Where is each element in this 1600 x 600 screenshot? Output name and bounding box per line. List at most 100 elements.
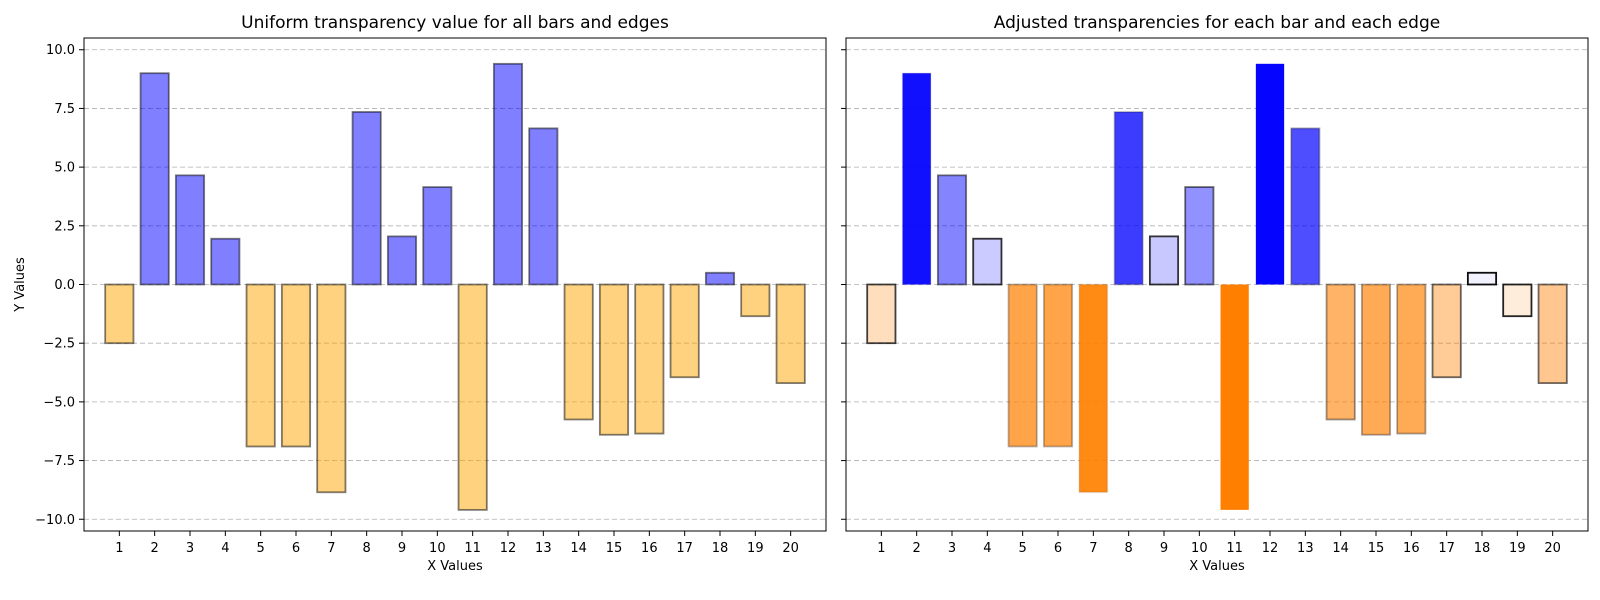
chart-right: 1 2 3 4 5 6 7 8 9 10 11 12 13 14 15 16 17 18 19 20 Adjusted…	[841, 13, 1589, 574]
x-tick-label-left: 12	[500, 541, 517, 556]
bar-left-9	[386, 235, 418, 286]
y-ticks-right	[841, 49, 846, 520]
x-tick-label-right: 12	[1262, 541, 1279, 556]
x-ticks-right: 1 2 3 4 5 6 7 8 9 10 11 12 13 14 15 16 17 18 19 20	[877, 531, 1561, 556]
x-tick-label-left: 8	[363, 541, 371, 556]
x-tick-label-right: 17	[1438, 541, 1455, 556]
x-tick-label-left: 2	[151, 541, 159, 556]
chart-title-left: Uniform transparency value for all bars …	[241, 13, 669, 33]
x-tick-label-left: 14	[570, 541, 587, 556]
x-tick-label-right: 10	[1191, 541, 1208, 556]
x-tick-label-right: 19	[1509, 541, 1526, 556]
x-tick-label-left: 9	[398, 541, 406, 556]
bar-left-8	[351, 111, 382, 286]
x-tick-label-left: 11	[464, 541, 481, 556]
bar-left-13	[528, 127, 559, 286]
x-tick-label-left: 3	[186, 541, 194, 556]
bar-left-20	[775, 283, 806, 384]
bar-left-10	[422, 186, 453, 286]
x-tick-label-right: 16	[1403, 541, 1420, 556]
x-tick-label-right: 18	[1474, 541, 1491, 556]
x-tick-label-right: 8	[1125, 541, 1133, 556]
bar-left-12	[492, 62, 524, 286]
y-tick-label-left: 5.0	[54, 161, 75, 176]
x-tick-label-left: 18	[712, 541, 729, 556]
bar-right-5	[1007, 283, 1038, 448]
bar-left-11	[457, 283, 488, 511]
bar-left-3	[174, 174, 206, 286]
bar-right-19	[1502, 283, 1533, 318]
bar-right-7	[1078, 283, 1109, 494]
bar-right-17	[1431, 283, 1462, 379]
bar-right-16	[1396, 283, 1427, 435]
x-tick-label-left: 4	[221, 541, 229, 556]
grid-lines-left	[84, 49, 826, 520]
y-ticks-left: −10.0 −7.5 −5.0 −2.5 0.0 2.5 5.0 7.5 10.0	[35, 43, 84, 528]
bar-right-14	[1325, 283, 1356, 421]
x-tick-label-left: 17	[676, 541, 693, 556]
bar-right-2	[901, 72, 932, 286]
x-tick-label-right: 2	[913, 541, 921, 556]
bar-left-4	[210, 237, 241, 286]
x-tick-label-right: 6	[1054, 541, 1062, 556]
bar-left-14	[563, 283, 594, 421]
x-ticks-left: 1 2 3 4 5 6 7 8 9 10 11 12 13 14 15 16 17 18 19 20	[115, 531, 799, 556]
x-tick-label-right: 9	[1160, 541, 1168, 556]
bar-left-2	[139, 72, 170, 286]
y-tick-label-left: 10.0	[46, 43, 75, 58]
bar-right-11	[1220, 284, 1249, 510]
x-tick-label-left: 5	[257, 541, 265, 556]
x-tick-label-left: 7	[327, 541, 335, 556]
bars-left	[104, 62, 806, 511]
x-tick-label-left: 13	[535, 541, 552, 556]
bar-left-19	[740, 283, 771, 318]
x-tick-label-left: 10	[429, 541, 446, 556]
bar-right-9	[1148, 235, 1180, 286]
y-tick-label-left: 7.5	[54, 102, 75, 117]
x-tick-label-left: 16	[641, 541, 658, 556]
x-tick-label-left: 6	[292, 541, 300, 556]
bar-left-17	[669, 283, 700, 379]
grid-lines-right	[846, 49, 1588, 520]
bar-left-6	[280, 283, 312, 448]
bar-left-16	[634, 283, 665, 435]
x-tick-label-left: 1	[115, 541, 123, 556]
bar-right-13	[1290, 127, 1321, 286]
y-axis-label-left: Y Values	[13, 257, 28, 313]
x-tick-label-left: 19	[747, 541, 764, 556]
y-tick-label-left: −2.5	[43, 337, 75, 352]
x-tick-label-right: 20	[1544, 541, 1561, 556]
x-tick-label-right: 4	[983, 541, 991, 556]
x-tick-label-left: 20	[782, 541, 799, 556]
bar-left-1	[104, 283, 135, 345]
bar-left-18	[704, 271, 736, 286]
bar-right-18	[1466, 271, 1498, 286]
x-tick-label-right: 15	[1368, 541, 1385, 556]
bar-right-8	[1113, 111, 1144, 286]
x-tick-label-right: 5	[1019, 541, 1027, 556]
bar-left-7	[316, 283, 347, 494]
x-tick-label-left: 15	[606, 541, 623, 556]
x-tick-label-right: 14	[1332, 541, 1349, 556]
x-tick-label-right: 11	[1226, 541, 1243, 556]
y-tick-label-left: −7.5	[43, 454, 75, 469]
bar-left-5	[245, 283, 276, 448]
bar-right-4	[972, 237, 1003, 286]
bar-left-15	[598, 283, 630, 436]
bar-right-6	[1042, 283, 1074, 448]
y-tick-label-left: 0.0	[54, 278, 75, 293]
bar-right-10	[1184, 186, 1215, 286]
x-axis-label-right: X Values	[1189, 559, 1245, 574]
x-tick-label-right: 13	[1297, 541, 1314, 556]
y-tick-label-left: −10.0	[35, 513, 75, 528]
x-tick-label-right: 1	[877, 541, 885, 556]
chart-title-right: Adjusted transparencies for each bar and…	[994, 13, 1440, 33]
bars-right	[866, 63, 1568, 510]
bar-right-12	[1255, 63, 1285, 285]
x-tick-label-right: 7	[1089, 541, 1097, 556]
bar-right-1	[866, 283, 897, 345]
x-tick-label-right: 3	[948, 541, 956, 556]
bar-right-15	[1360, 283, 1392, 436]
